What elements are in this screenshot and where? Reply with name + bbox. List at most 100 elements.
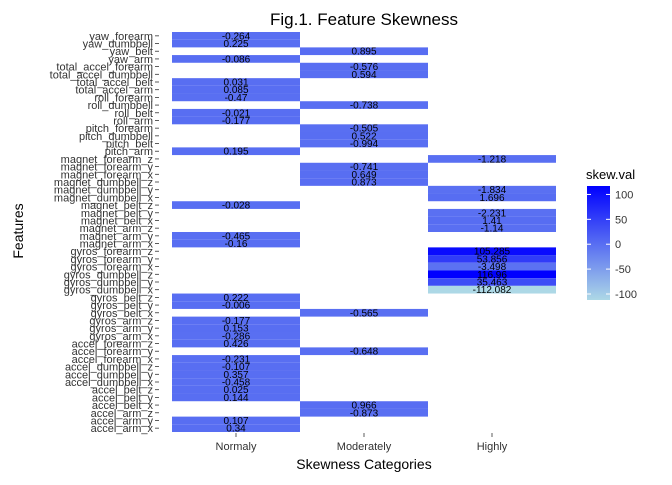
cell-value-label: -0.286 [222,331,251,342]
y-axis: yaw_forearmyaw_dumbbellyaw_beltyaw_armto… [50,31,159,435]
y-tick-label: gyros_arm_x [89,331,153,343]
heatmap-cells [172,32,556,432]
cell-value-label: -0.006 [222,301,251,312]
y-tick-label: magnet_belt_x [81,215,154,227]
y-tick-label: gyros_dumbbell_x [64,285,154,297]
heatmap-cell [300,170,428,179]
cell-value-label: -0.458 [222,378,251,389]
y-tick-label: gyros_arm_y [89,323,153,335]
heatmap-cell [172,293,300,302]
heatmap-cell [300,139,428,148]
y-tick-label: roll_dumbbell [88,100,153,112]
y-tick-label: pitch_arm [105,146,153,158]
cell-value-label: -0.177 [222,316,251,327]
heatmap-cell [172,424,300,432]
heatmap-cell [172,316,300,325]
y-tick-label: accel_dumbbell_y [65,369,154,381]
cell-value-label: 0.222 [223,293,248,304]
y-tick-label: magnet_forearm_y [61,162,154,174]
cell-value-label: 0.522 [351,131,376,142]
cell-value-label: 0.031 [223,78,248,89]
cell-value-label: -0.576 [350,62,379,73]
y-tick-label: accel_arm_z [91,408,153,420]
y-tick-label: gyros_dumbbell_z [64,269,153,281]
y-tick-label: accel_dumbbell_x [65,377,154,389]
cell-value-label: 105.285 [474,247,511,258]
y-tick-label: accel_belt_z [92,385,153,397]
heatmap-cell [172,78,300,86]
cell-value-label: 116.96 [477,270,507,281]
heatmap-cell [300,408,428,417]
cell-value-label: 0.357 [223,370,248,381]
y-tick-label: yaw_dumbbell [83,39,153,51]
y-tick-label: magnet_arm_z [80,223,153,235]
cell-value-label: -0.231 [222,354,251,365]
heatmap-cell [300,47,428,56]
heatmap-cell [428,255,556,263]
heatmap-cell [428,193,556,202]
legend-tick-label: 100 [615,189,633,201]
y-tick-label: magnet_forearm_z [61,154,153,166]
heatmap-cell [428,270,556,279]
y-tick-label: roll_arm [113,115,153,127]
heatmap-cell [172,116,300,125]
y-tick-label: gyros_dumbbell_y [64,277,154,289]
y-tick-label: gyros_forearm_x [70,262,153,274]
cell-value-label: -0.873 [350,408,379,419]
heatmap-cell [172,239,300,248]
y-tick-label: magnet_dumbbell_y [54,185,154,197]
heatmap-cell [172,355,300,363]
cell-value-label: 0.649 [351,170,376,181]
y-tick-label: accel_forearm_x [72,354,154,366]
heatmap-cell [300,70,428,79]
y-tick-label: accel_belt_y [92,392,154,404]
legend-tick-label: 0 [615,239,621,251]
y-tick-label: magnet_forearm_x [61,169,154,181]
y-tick-label: roll_forearm [94,92,153,104]
legend-tick-label: -100 [615,289,637,301]
y-tick-label: magnet_belt_z [81,200,153,212]
heatmap-cell [300,101,428,109]
cell-value-label: -3.498 [478,262,507,273]
y-tick-label: accel_forearm_z [72,339,153,351]
cell-value-label: -0.021 [222,108,251,119]
cell-value-label: -0.107 [222,362,251,373]
cell-value-label: -0.741 [350,162,379,173]
y-tick-label: accel_belt_x [92,400,154,412]
heatmap-cell [300,124,428,132]
y-tick-label: magnet_arm_x [80,239,154,251]
heatmap-cell [172,385,300,394]
y-tick-label: gyros_forearm_y [70,254,153,266]
heatmap-cell [172,108,300,117]
heatmap-cell [428,185,556,194]
y-tick-label: total_accel_belt [77,77,153,89]
cell-value-label: 0.085 [223,85,248,96]
y-tick-label: gyros_arm_z [89,315,153,327]
cell-value-label: -1.14 [481,224,504,235]
legend-title: skew.val [586,167,635,182]
cell-value-label: -2.231 [478,208,507,219]
color-legend: skew.val 100 50 0 -50 -100 [586,167,637,301]
y-tick-label: accel_forearm_y [72,346,154,358]
heatmap-cell [172,85,300,94]
y-tick-label: total_accel_dumbbell [50,69,153,81]
heatmap-cell [428,262,556,271]
cell-value-label: 35.463 [477,278,508,289]
cell-value-label: -1.834 [478,185,507,196]
cell-value-label: 0.107 [223,416,248,427]
y-axis-title: Features [10,203,26,258]
cell-value-label: 0.594 [351,70,376,81]
cell-value-label: 1.41 [482,216,502,227]
heatmap-cell [300,132,428,140]
cell-value-label: 0.144 [223,393,248,404]
heatmap-cell [172,301,300,309]
heatmap-cell [172,362,300,371]
y-tick-label: magnet_dumbbell_x [54,192,154,204]
heatmap-cell [172,370,300,379]
heatmap-cell [428,285,556,294]
heatmap-cell [172,324,300,332]
heatmap-cell [172,93,300,102]
cell-value-label: 0.873 [351,178,376,189]
